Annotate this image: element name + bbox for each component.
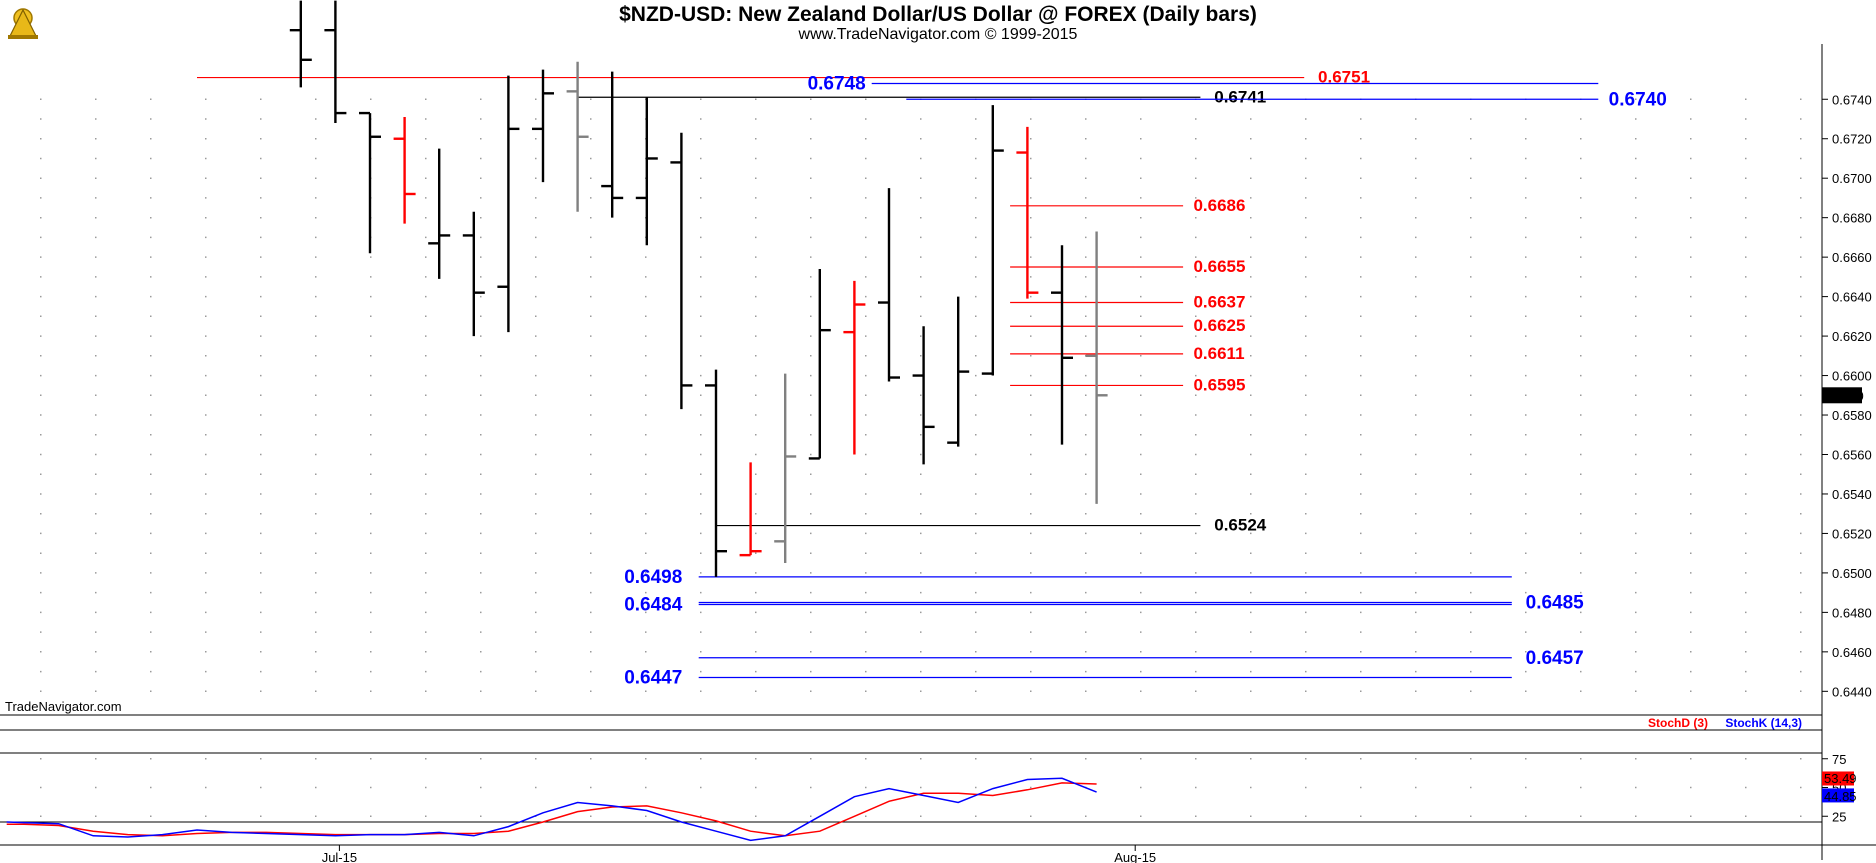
stoch-y-tick-label: 75 [1832, 752, 1846, 767]
ohlc-bar [566, 61, 589, 212]
y-tick-label: 0.6560 [1832, 447, 1872, 462]
watermark-label: TradeNavigator.com [5, 699, 122, 714]
trade-navigator-logo-icon [8, 8, 38, 39]
level-label-0.6655: 0.6655 [1193, 257, 1245, 276]
level-label-0.6686: 0.6686 [1193, 196, 1245, 215]
level-label-0.6447: 0.6447 [624, 668, 682, 689]
level-label-0.6524: 0.6524 [1214, 516, 1267, 535]
level-label-0.6498: 0.6498 [624, 567, 682, 588]
level-label-0.6457: 0.6457 [1526, 648, 1584, 669]
ohlc-bar [428, 148, 451, 279]
x-tick-label: Aug-15 [1114, 850, 1156, 863]
ohlc-bar [497, 75, 520, 333]
ohlc-bar [324, 0, 347, 123]
ohlc-bar [1016, 126, 1039, 299]
level-label-0.6741: 0.6741 [1214, 87, 1266, 106]
y-tick-label: 0.6600 [1832, 369, 1872, 384]
level-label-0.6748: 0.6748 [808, 73, 866, 94]
ohlc-bar [947, 296, 970, 447]
ohlc-bar [808, 268, 831, 460]
level-label-0.6484: 0.6484 [624, 594, 683, 615]
y-tick-label: 0.6480 [1832, 605, 1872, 620]
stoch-grid-dot-pattern [40, 758, 1802, 818]
stoch-k-legend: StochK (14,3) [1725, 716, 1802, 730]
level-label-0.6740: 0.6740 [1609, 89, 1667, 110]
y-tick-label: 0.6740 [1832, 92, 1872, 107]
ohlc-bar [981, 105, 1004, 376]
y-tick-label: 0.6460 [1832, 645, 1872, 660]
ohlc-bar [359, 111, 381, 254]
y-tick-label: 0.6620 [1832, 329, 1872, 344]
grid-dots [40, 98, 1802, 818]
y-tick-label: 0.6500 [1832, 566, 1872, 581]
stochastic-panel: StochD (3) StochK (14,3) 25507553.4944.8… [0, 716, 1857, 842]
ohlc-bar [774, 373, 797, 564]
price-levels: 0.6751 0.6748 0.6741 0.6740 0.6686 0.6655 0.66… [197, 68, 1667, 689]
ohlc-bar [912, 326, 935, 465]
level-label-0.6625: 0.6625 [1193, 316, 1245, 335]
ohlc-bar [462, 211, 485, 337]
y-tick-label: 0.6580 [1832, 408, 1872, 423]
ohlc-bar [1085, 231, 1108, 504]
stoch-k-line [6, 777, 1097, 842]
chart-header: $NZD-USD: New Zealand Dollar/US Dollar @… [0, 0, 1876, 44]
stoch-k-value: 44.85 [1824, 789, 1857, 804]
stoch-y-tick-label: 25 [1832, 809, 1846, 824]
ohlc-bar [843, 280, 866, 455]
y-tick-label: 0.6700 [1832, 171, 1872, 186]
date-axis: Jul-15 Aug-15 [322, 845, 1156, 863]
x-tick-label: Jul-15 [322, 850, 357, 863]
chart-title: $NZD-USD: New Zealand Dollar/US Dollar @… [619, 3, 1257, 26]
ohlc-bar [878, 188, 900, 382]
y-tick-label: 0.6660 [1832, 250, 1872, 265]
y-tick-label: 0.6540 [1832, 487, 1872, 502]
stoch-d-legend: StochD (3) [1648, 716, 1708, 730]
y-tick-label: 0.6520 [1832, 526, 1872, 541]
y-tick-label: 0.6720 [1832, 132, 1872, 147]
ohlc-bar [1051, 245, 1073, 445]
level-label-0.6485: 0.6485 [1526, 593, 1585, 614]
grid-dot-pattern [40, 98, 1802, 693]
stoch-k-value-box [1822, 788, 1854, 803]
chart-subtitle: www.TradeNavigator.com © 1999-2015 [798, 26, 1078, 43]
stoch-d-line [6, 782, 1097, 837]
stoch-d-value: 53.49 [1824, 771, 1857, 786]
level-label-0.6611: 0.6611 [1193, 344, 1244, 363]
price-axis: 0.6440 0.6460 0.6480 0.6500 0.6520 0.6540 0.65… [1822, 92, 1872, 699]
ohlc-bar [532, 69, 554, 183]
last-price-box [1822, 387, 1862, 404]
ohlc-bar [635, 97, 658, 246]
chart-frame [0, 44, 1876, 860]
ohlc-bar [739, 462, 762, 557]
ohlc-bar [705, 369, 727, 577]
y-tick-label: 0.6680 [1832, 211, 1872, 226]
y-tick-label: 0.6640 [1832, 290, 1872, 305]
last-price-label: 0.6590 [1824, 388, 1864, 403]
level-label-0.6751: 0.6751 [1318, 68, 1370, 87]
ohlc-bar [601, 71, 624, 218]
ohlc-bars [289, 0, 1108, 577]
ohlc-bar [670, 132, 693, 410]
stoch-d-value-box [1822, 771, 1854, 786]
level-label-0.6595: 0.6595 [1193, 375, 1245, 394]
level-label-0.6637: 0.6637 [1193, 293, 1245, 312]
y-tick-label: 0.6440 [1832, 684, 1872, 699]
ohlc-bar [393, 117, 416, 224]
ohlc-bar [289, 0, 312, 88]
